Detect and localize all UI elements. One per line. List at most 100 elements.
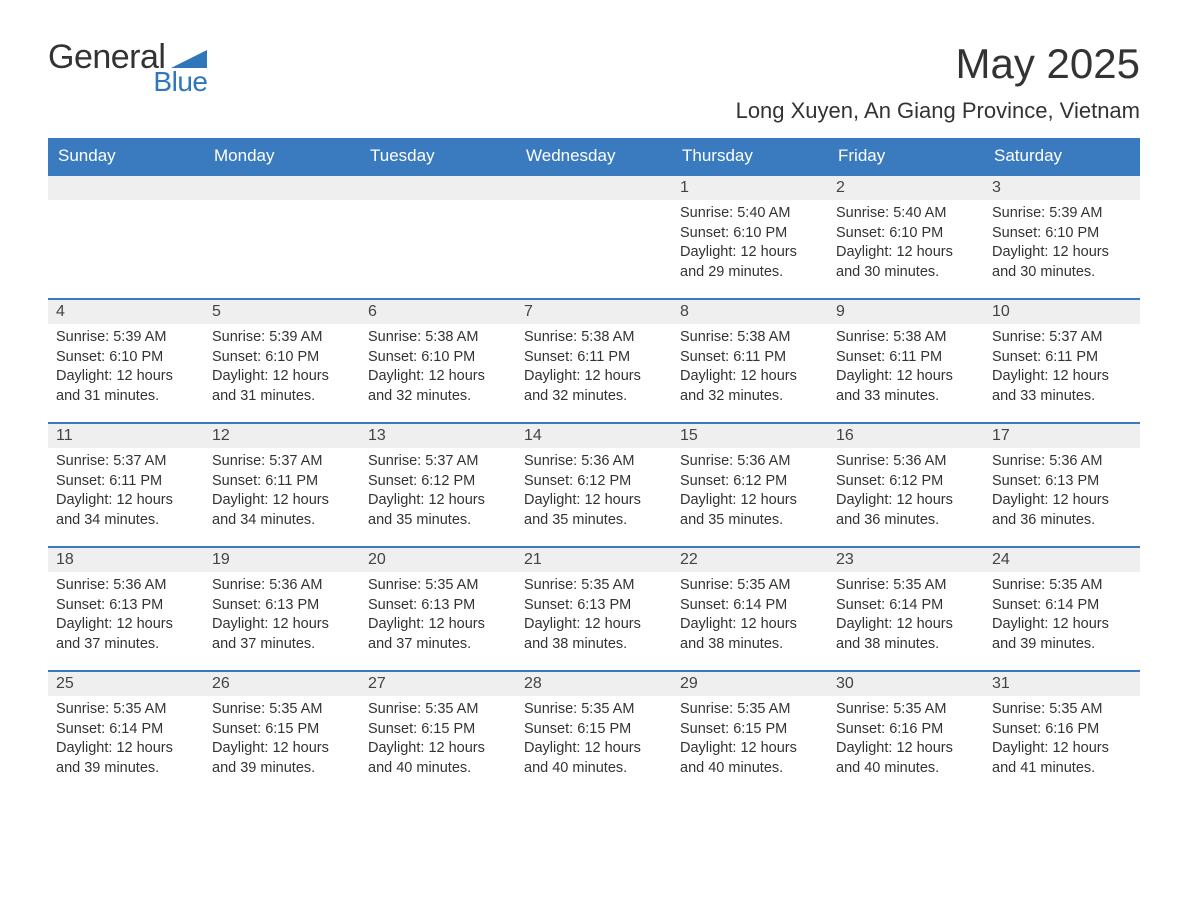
sunrise-line: Sunrise: 5:36 AM [524, 452, 664, 472]
day-body: Sunrise: 5:38 AMSunset: 6:11 PMDaylight:… [672, 324, 828, 406]
day-number [360, 176, 516, 200]
week-row: 11Sunrise: 5:37 AMSunset: 6:11 PMDayligh… [48, 422, 1140, 544]
sunset-line: Sunset: 6:11 PM [992, 348, 1132, 368]
sunrise-line: Sunrise: 5:37 AM [368, 452, 508, 472]
day-number: 1 [672, 176, 828, 200]
day-cell: 8Sunrise: 5:38 AMSunset: 6:11 PMDaylight… [672, 300, 828, 420]
day-cell: 6Sunrise: 5:38 AMSunset: 6:10 PMDaylight… [360, 300, 516, 420]
day-number: 21 [516, 548, 672, 572]
dow-header-cell: Wednesday [516, 138, 672, 174]
sunrise-line: Sunrise: 5:39 AM [56, 328, 196, 348]
daylight-line: Daylight: 12 hours and 39 minutes. [992, 615, 1132, 654]
sunrise-line: Sunrise: 5:35 AM [212, 700, 352, 720]
day-number: 5 [204, 300, 360, 324]
week-row: 25Sunrise: 5:35 AMSunset: 6:14 PMDayligh… [48, 670, 1140, 792]
day-cell: 9Sunrise: 5:38 AMSunset: 6:11 PMDaylight… [828, 300, 984, 420]
day-cell: 23Sunrise: 5:35 AMSunset: 6:14 PMDayligh… [828, 548, 984, 668]
day-body: Sunrise: 5:36 AMSunset: 6:12 PMDaylight:… [516, 448, 672, 530]
sunrise-line: Sunrise: 5:40 AM [680, 204, 820, 224]
day-body: Sunrise: 5:39 AMSunset: 6:10 PMDaylight:… [48, 324, 204, 406]
sunset-line: Sunset: 6:11 PM [680, 348, 820, 368]
sunset-line: Sunset: 6:15 PM [212, 720, 352, 740]
day-body: Sunrise: 5:38 AMSunset: 6:11 PMDaylight:… [828, 324, 984, 406]
sunset-line: Sunset: 6:12 PM [836, 472, 976, 492]
day-number: 14 [516, 424, 672, 448]
month-title: May 2025 [736, 40, 1140, 88]
daylight-line: Daylight: 12 hours and 31 minutes. [56, 367, 196, 406]
sunset-line: Sunset: 6:11 PM [524, 348, 664, 368]
sunset-line: Sunset: 6:13 PM [524, 596, 664, 616]
sunrise-line: Sunrise: 5:35 AM [992, 700, 1132, 720]
day-body: Sunrise: 5:35 AMSunset: 6:14 PMDaylight:… [984, 572, 1140, 654]
sunrise-line: Sunrise: 5:35 AM [368, 700, 508, 720]
day-body: Sunrise: 5:37 AMSunset: 6:11 PMDaylight:… [48, 448, 204, 530]
sunset-line: Sunset: 6:10 PM [56, 348, 196, 368]
sunset-line: Sunset: 6:13 PM [992, 472, 1132, 492]
day-number: 9 [828, 300, 984, 324]
day-body: Sunrise: 5:38 AMSunset: 6:10 PMDaylight:… [360, 324, 516, 406]
weeks-container: 1Sunrise: 5:40 AMSunset: 6:10 PMDaylight… [48, 174, 1140, 792]
day-number: 13 [360, 424, 516, 448]
day-cell [48, 176, 204, 296]
day-cell: 21Sunrise: 5:35 AMSunset: 6:13 PMDayligh… [516, 548, 672, 668]
daylight-line: Daylight: 12 hours and 32 minutes. [524, 367, 664, 406]
sunset-line: Sunset: 6:14 PM [992, 596, 1132, 616]
daylight-line: Daylight: 12 hours and 40 minutes. [524, 739, 664, 778]
sunset-line: Sunset: 6:10 PM [368, 348, 508, 368]
day-cell: 4Sunrise: 5:39 AMSunset: 6:10 PMDaylight… [48, 300, 204, 420]
day-number: 23 [828, 548, 984, 572]
day-number: 8 [672, 300, 828, 324]
week-row: 1Sunrise: 5:40 AMSunset: 6:10 PMDaylight… [48, 174, 1140, 296]
day-body: Sunrise: 5:36 AMSunset: 6:12 PMDaylight:… [672, 448, 828, 530]
daylight-line: Daylight: 12 hours and 39 minutes. [56, 739, 196, 778]
day-number: 16 [828, 424, 984, 448]
day-of-week-header-row: SundayMondayTuesdayWednesdayThursdayFrid… [48, 138, 1140, 174]
sunset-line: Sunset: 6:15 PM [368, 720, 508, 740]
sunrise-line: Sunrise: 5:36 AM [680, 452, 820, 472]
sunset-line: Sunset: 6:14 PM [680, 596, 820, 616]
sunrise-line: Sunrise: 5:38 AM [368, 328, 508, 348]
day-number: 20 [360, 548, 516, 572]
sunrise-line: Sunrise: 5:38 AM [836, 328, 976, 348]
day-body: Sunrise: 5:35 AMSunset: 6:15 PMDaylight:… [672, 696, 828, 778]
day-cell: 15Sunrise: 5:36 AMSunset: 6:12 PMDayligh… [672, 424, 828, 544]
sunrise-line: Sunrise: 5:35 AM [992, 576, 1132, 596]
day-cell: 1Sunrise: 5:40 AMSunset: 6:10 PMDaylight… [672, 176, 828, 296]
sunset-line: Sunset: 6:16 PM [836, 720, 976, 740]
sunrise-line: Sunrise: 5:35 AM [524, 700, 664, 720]
day-number: 7 [516, 300, 672, 324]
daylight-line: Daylight: 12 hours and 32 minutes. [680, 367, 820, 406]
day-cell: 14Sunrise: 5:36 AMSunset: 6:12 PMDayligh… [516, 424, 672, 544]
daylight-line: Daylight: 12 hours and 36 minutes. [836, 491, 976, 530]
sunset-line: Sunset: 6:15 PM [524, 720, 664, 740]
sunrise-line: Sunrise: 5:37 AM [992, 328, 1132, 348]
sunrise-line: Sunrise: 5:39 AM [212, 328, 352, 348]
day-number: 25 [48, 672, 204, 696]
day-body: Sunrise: 5:35 AMSunset: 6:13 PMDaylight:… [516, 572, 672, 654]
sunrise-line: Sunrise: 5:40 AM [836, 204, 976, 224]
day-number: 17 [984, 424, 1140, 448]
daylight-line: Daylight: 12 hours and 30 minutes. [992, 243, 1132, 282]
day-number [516, 176, 672, 200]
day-body: Sunrise: 5:36 AMSunset: 6:13 PMDaylight:… [984, 448, 1140, 530]
daylight-line: Daylight: 12 hours and 36 minutes. [992, 491, 1132, 530]
day-body: Sunrise: 5:35 AMSunset: 6:16 PMDaylight:… [984, 696, 1140, 778]
daylight-line: Daylight: 12 hours and 40 minutes. [368, 739, 508, 778]
day-number [48, 176, 204, 200]
day-cell: 29Sunrise: 5:35 AMSunset: 6:15 PMDayligh… [672, 672, 828, 792]
daylight-line: Daylight: 12 hours and 33 minutes. [836, 367, 976, 406]
day-cell: 10Sunrise: 5:37 AMSunset: 6:11 PMDayligh… [984, 300, 1140, 420]
daylight-line: Daylight: 12 hours and 34 minutes. [56, 491, 196, 530]
dow-header-cell: Thursday [672, 138, 828, 174]
day-body: Sunrise: 5:38 AMSunset: 6:11 PMDaylight:… [516, 324, 672, 406]
sunset-line: Sunset: 6:14 PM [56, 720, 196, 740]
day-body: Sunrise: 5:37 AMSunset: 6:11 PMDaylight:… [984, 324, 1140, 406]
sunset-line: Sunset: 6:13 PM [212, 596, 352, 616]
day-cell: 22Sunrise: 5:35 AMSunset: 6:14 PMDayligh… [672, 548, 828, 668]
day-cell: 25Sunrise: 5:35 AMSunset: 6:14 PMDayligh… [48, 672, 204, 792]
daylight-line: Daylight: 12 hours and 38 minutes. [836, 615, 976, 654]
sunset-line: Sunset: 6:11 PM [212, 472, 352, 492]
day-body: Sunrise: 5:35 AMSunset: 6:14 PMDaylight:… [828, 572, 984, 654]
day-cell: 30Sunrise: 5:35 AMSunset: 6:16 PMDayligh… [828, 672, 984, 792]
day-cell: 5Sunrise: 5:39 AMSunset: 6:10 PMDaylight… [204, 300, 360, 420]
